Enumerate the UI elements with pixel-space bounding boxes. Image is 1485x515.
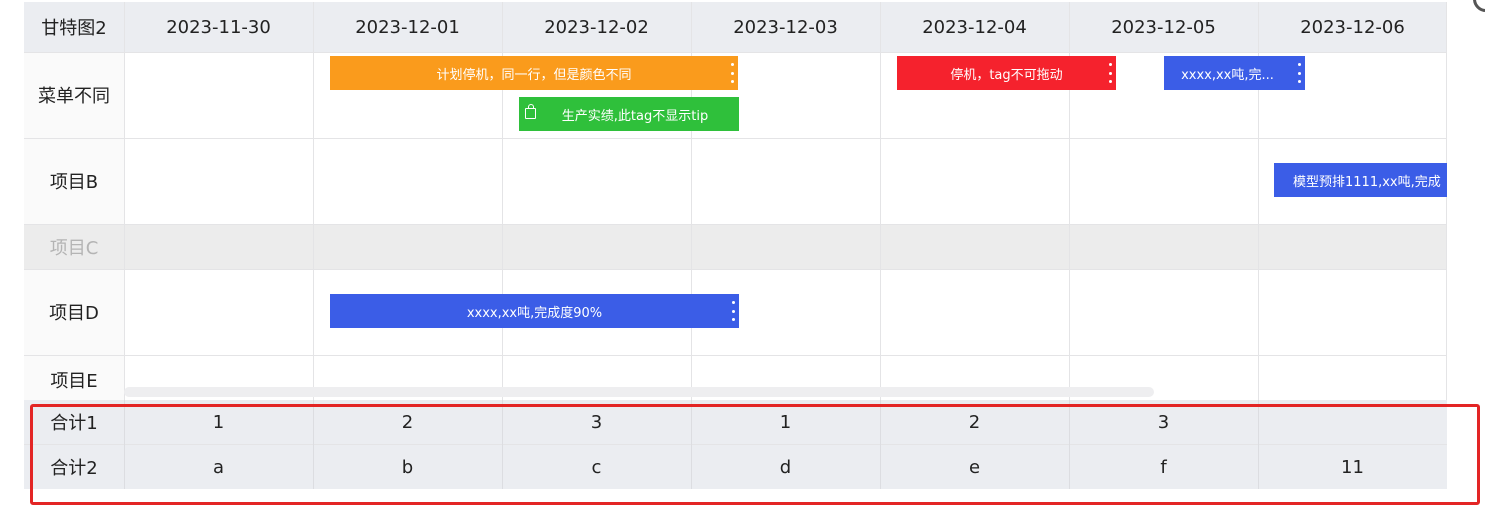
row-label: 项目D	[24, 269, 124, 355]
more-vertical-icon[interactable]	[1297, 63, 1301, 83]
grid-line	[313, 2, 314, 489]
summary-cell: d	[779, 456, 792, 478]
grid-line	[691, 400, 692, 489]
summary-cell: 11	[1341, 456, 1364, 478]
date-header-cell: 2023-12-04	[922, 16, 1027, 38]
summary-cell: f	[1160, 456, 1167, 478]
grid-line	[880, 2, 881, 489]
shopping-bag-icon	[525, 104, 536, 119]
task-bar-label: xxxx,xx吨,完...	[1181, 67, 1274, 83]
grid-line	[124, 2, 125, 489]
summary-cell: c	[591, 456, 602, 478]
row-label: 菜单不同	[24, 52, 124, 138]
date-header-cell: 2023-12-01	[355, 16, 460, 38]
summary-cell: 1	[779, 411, 792, 433]
task-bar-production[interactable]: 生产实绩,此tag不显示tip	[519, 97, 739, 131]
grid-line	[24, 52, 1447, 53]
summary-cell: 2	[968, 411, 981, 433]
date-header-cell: 2023-11-30	[166, 16, 271, 38]
disabled-row-background	[24, 224, 1447, 269]
task-bar-model[interactable]: 模型预排1111,xx吨,完成	[1274, 163, 1447, 197]
row-label: 项目E	[24, 355, 124, 400]
summary-cell: 3	[590, 411, 603, 433]
grid-line	[502, 400, 503, 489]
grid-line	[24, 269, 1447, 270]
grid-line	[313, 400, 314, 489]
task-bar-label: 计划停机，同一行，但是颜色不同	[436, 67, 632, 83]
task-bar-progress[interactable]: xxxx,xx吨,完成度90%	[330, 294, 739, 328]
gantt-title: 甘特图2	[41, 18, 107, 39]
grid-line	[1258, 400, 1259, 489]
task-bar-progress[interactable]: xxxx,xx吨,完...	[1164, 56, 1305, 90]
date-header-cell: 2023-12-02	[544, 16, 649, 38]
gantt-chart: 甘特图2 2023-11-30 2023-12-01 2023-12-02 20…	[24, 2, 1447, 489]
row-label: 项目B	[24, 138, 124, 224]
grid-line	[880, 400, 881, 489]
summary-cell: e	[968, 456, 981, 478]
date-header-cell: 2023-12-06	[1300, 16, 1405, 38]
summary-row-label: 合计1	[50, 413, 98, 434]
grid-line	[691, 2, 692, 489]
gantt-header: 甘特图2 2023-11-30 2023-12-01 2023-12-02 20…	[24, 2, 1447, 52]
more-vertical-icon[interactable]	[730, 63, 734, 83]
more-vertical-icon[interactable]	[1108, 63, 1112, 83]
row-label-disabled: 项目C	[24, 224, 124, 269]
horizontal-scrollbar[interactable]	[124, 387, 1154, 397]
grid-line	[1446, 2, 1447, 489]
grid-line	[502, 2, 503, 489]
summary-cell	[1258, 400, 1447, 444]
task-bar-label: xxxx,xx吨,完成度90%	[466, 305, 603, 321]
grid-line	[1258, 2, 1259, 489]
task-bar-label: 生产实绩,此tag不显示tip	[561, 108, 709, 124]
grid-line	[24, 444, 1447, 445]
grid-line	[1069, 2, 1070, 489]
task-bar-stop[interactable]: 停机，tag不可拖动	[897, 56, 1116, 90]
task-bar-label: 模型预排1111,xx吨,完成	[1293, 174, 1441, 190]
task-bar-label: 停机，tag不可拖动	[950, 67, 1063, 83]
grid-line	[24, 355, 1447, 356]
date-header-cell: 2023-12-03	[733, 16, 838, 38]
corner-circle-icon	[1473, 0, 1485, 12]
summary-row: 合计1 1 2 3 1 2 3	[24, 400, 1447, 444]
more-vertical-icon[interactable]	[731, 301, 735, 321]
summary-row-label: 合计2	[50, 458, 98, 479]
date-header-cell: 2023-12-05	[1111, 16, 1216, 38]
grid-line	[24, 138, 1447, 139]
summary-cell: 1	[212, 411, 225, 433]
grid-line	[1069, 400, 1070, 489]
grid-line	[24, 224, 1447, 225]
grid-line	[124, 400, 125, 489]
summary-cell: a	[212, 456, 225, 478]
summary-cell: b	[401, 456, 414, 478]
summary-row: 合计2 a b c d e f 11	[24, 445, 1447, 489]
summary-cell: 2	[401, 411, 414, 433]
task-bar-planned-stop[interactable]: 计划停机，同一行，但是颜色不同	[330, 56, 738, 90]
summary-cell: 3	[1157, 411, 1170, 433]
